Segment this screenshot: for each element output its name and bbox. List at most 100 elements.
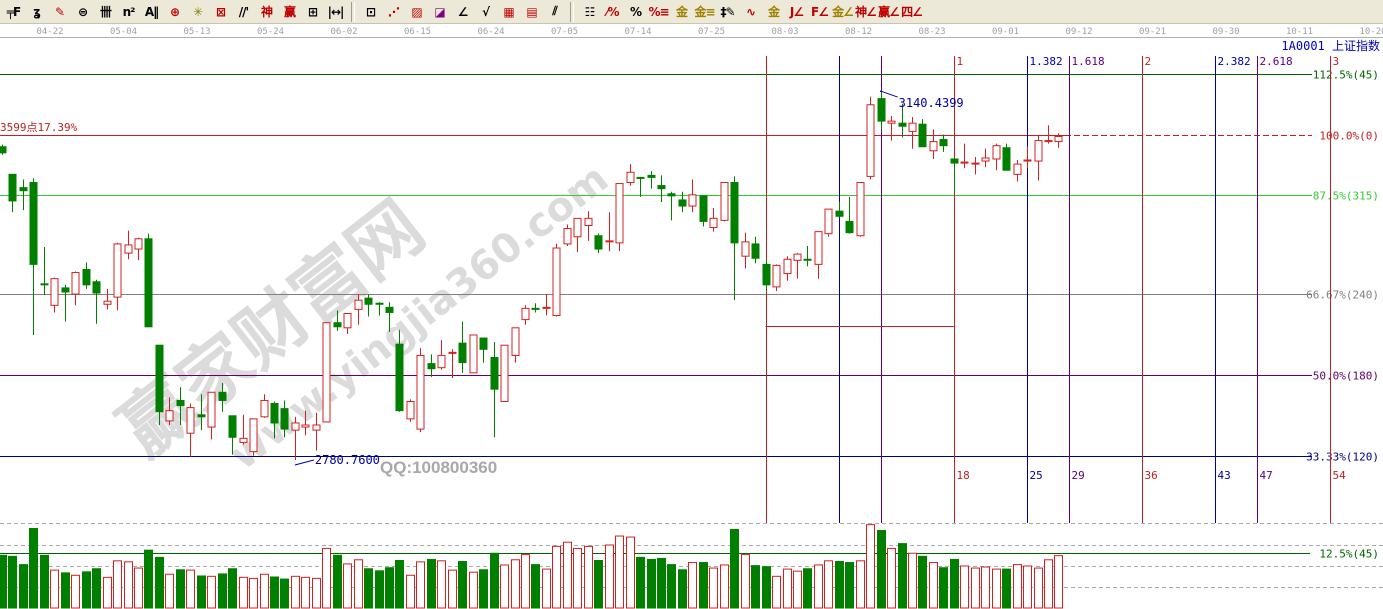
percent-red-button[interactable]: ⁄% [601,1,624,23]
percent-lines-icon: %≡ [648,4,669,19]
volume-bar [260,573,269,609]
time-cycle-ratio-label: 2.382 [1218,55,1251,68]
gann-box-button[interactable]: ▨ [405,1,428,23]
candle-body [29,182,38,265]
percent-button[interactable]: % [624,1,647,23]
candle-body [552,247,561,317]
candle [960,143,969,169]
candle [699,195,708,227]
candle [877,92,886,130]
volume-bar [8,555,17,609]
fib-level-label: 66.67%(240) [1306,289,1379,302]
candle-body [531,307,540,310]
grid-red-icon: ▦ [503,4,514,19]
candle [500,344,509,402]
gold-circle-icon: 金 [675,5,688,19]
eraser-pen-icon: ✎ [54,4,65,19]
gold-underline-button[interactable]: 金 [762,1,785,23]
candle-body [113,243,122,298]
volume-bar [929,562,938,609]
n-squared-button[interactable]: n² [117,1,140,23]
candle [312,412,321,451]
grid-arrow-button[interactable]: ▤ [520,1,543,23]
box-cross-button[interactable]: ⊠ [209,1,232,23]
candle [678,191,687,213]
andrews-pitchfork-button[interactable]: A‖ [140,1,163,23]
volume-bar [479,569,488,609]
parallel-vertical-lines-button[interactable]: 卌 [94,1,117,23]
circle-grid-button[interactable]: ⊜ [71,1,94,23]
grid-red-button[interactable]: ▦ [497,1,520,23]
gann-fan-button[interactable]: ⋰ [382,1,405,23]
four-angle-button[interactable]: 四∠ [900,1,923,23]
candle-body [490,356,499,390]
fibonacci-tool-button[interactable]: ╤F [2,1,25,23]
shen-tool-button[interactable]: 神 [255,1,278,23]
eraser-pen-button[interactable]: ✎ [48,1,71,23]
gann-square-button[interactable]: ◪ [428,1,451,23]
percent-lines-button[interactable]: %≡ [647,1,670,23]
volume-bar [877,530,886,609]
volume-bar [615,535,624,609]
candle-body [197,414,206,418]
crosshair-circle-button[interactable]: ⊕ [163,1,186,23]
volume-bar [688,562,697,609]
volume-bar [1034,567,1043,609]
spiral-tool-button[interactable]: ʓ [25,1,48,23]
gold-circle-button[interactable]: 金 [670,1,693,23]
fib-level-label: 112.5%(45) [1313,69,1379,82]
time-cycle-ratio-label: 3 [1333,55,1340,68]
fibonacci-tool-icon: ╤F [6,4,21,19]
measure-width-button[interactable]: |↔| [324,1,347,23]
candle-body [845,220,854,234]
parallel-channel-button[interactable]: //' [232,1,255,23]
candle [824,208,833,237]
date-tick-label: 10-20 [1359,27,1383,37]
ruled-list-button[interactable]: ☷ [578,1,601,23]
candle-body [678,199,687,207]
volume-bar [186,569,195,609]
angle-fan-button[interactable]: ∠ [451,1,474,23]
wave-box-button[interactable]: ∿ [739,1,762,23]
candle-body [605,240,614,243]
candle-body [312,424,321,431]
volume-bar [82,571,91,609]
candle-body [908,122,917,132]
candle-body [573,217,582,238]
volume-bar [124,561,133,609]
candle-body [1034,140,1043,162]
gann-box-icon: ▨ [411,4,422,19]
j-angle-button[interactable]: J∠ [785,1,808,23]
volume-bar [364,568,373,609]
candle [929,129,938,159]
parallel-lines-icon: ⫽ [552,4,557,18]
wave-v-button[interactable]: √ [474,1,497,23]
gold-lines-button[interactable]: 金≡ [693,1,716,23]
angle-fan-icon: ∠ [457,4,469,19]
candle [354,294,363,325]
time-cycle-ratio-label: 2.618 [1260,55,1293,68]
candle [103,288,112,310]
ying-tool-button[interactable]: 赢 [278,1,301,23]
candle [626,164,635,186]
pen-marker-button[interactable]: ‡✎ [716,1,739,23]
volume-bar [584,545,593,609]
ying-tool-icon: 赢 [283,5,296,19]
volume-bar [772,575,781,609]
time-cycle-ratio-label: 1.618 [1072,55,1105,68]
time-cycle-count-label: 29 [1072,469,1085,482]
f-angle-button[interactable]: F∠ [808,1,831,23]
volume-bar [542,568,551,609]
ying-angle-button[interactable]: 赢∠ [877,1,900,23]
box-tool-button[interactable]: ⊡ [359,1,382,23]
volume-bar [354,559,363,609]
candle-body [134,238,143,250]
parallel-lines-button[interactable]: ⫽ [543,1,566,23]
shen-angle-button[interactable]: 神∠ [854,1,877,23]
volume-bar [647,558,656,609]
compass-rose-button[interactable]: ✳ [186,1,209,23]
time-grid-button[interactable]: ⊞ [301,1,324,23]
candle-body [1013,163,1022,175]
gold-angle-button[interactable]: 金∠ [831,1,854,23]
